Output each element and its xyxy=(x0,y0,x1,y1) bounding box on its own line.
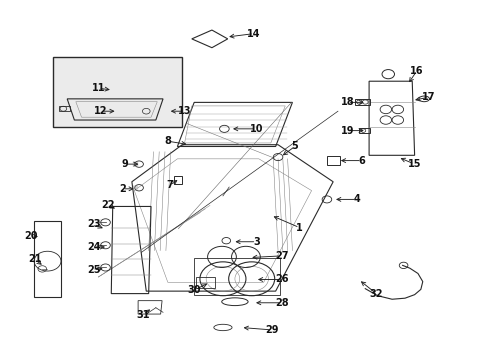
Text: 6: 6 xyxy=(358,156,365,166)
Text: 14: 14 xyxy=(247,28,260,39)
Text: 2: 2 xyxy=(119,184,125,194)
Text: 8: 8 xyxy=(164,136,171,146)
Text: 27: 27 xyxy=(275,251,288,261)
Text: 7: 7 xyxy=(166,180,173,190)
Text: 29: 29 xyxy=(265,325,279,335)
Text: 12: 12 xyxy=(94,106,107,116)
Text: 18: 18 xyxy=(340,98,354,107)
Text: 10: 10 xyxy=(249,124,263,134)
Text: 5: 5 xyxy=(291,141,298,152)
Text: 17: 17 xyxy=(421,92,435,102)
Text: 32: 32 xyxy=(369,289,382,298)
Text: 21: 21 xyxy=(28,255,41,264)
Bar xyxy=(53,57,182,127)
Text: 22: 22 xyxy=(101,200,115,210)
Text: 11: 11 xyxy=(91,83,105,93)
Text: 28: 28 xyxy=(275,298,288,308)
Text: 24: 24 xyxy=(86,242,100,252)
Text: 20: 20 xyxy=(24,231,38,242)
Text: 15: 15 xyxy=(407,159,421,169)
Text: 31: 31 xyxy=(136,310,149,320)
Text: 1: 1 xyxy=(296,222,303,233)
Text: 19: 19 xyxy=(340,126,354,136)
Text: 30: 30 xyxy=(187,285,201,295)
Text: 4: 4 xyxy=(353,194,360,204)
Text: 23: 23 xyxy=(86,219,100,229)
Text: 26: 26 xyxy=(275,274,288,284)
Text: 13: 13 xyxy=(178,106,191,116)
Text: 9: 9 xyxy=(121,159,128,169)
Text: 25: 25 xyxy=(86,265,100,275)
Text: 16: 16 xyxy=(409,66,423,76)
Text: 3: 3 xyxy=(253,237,259,247)
